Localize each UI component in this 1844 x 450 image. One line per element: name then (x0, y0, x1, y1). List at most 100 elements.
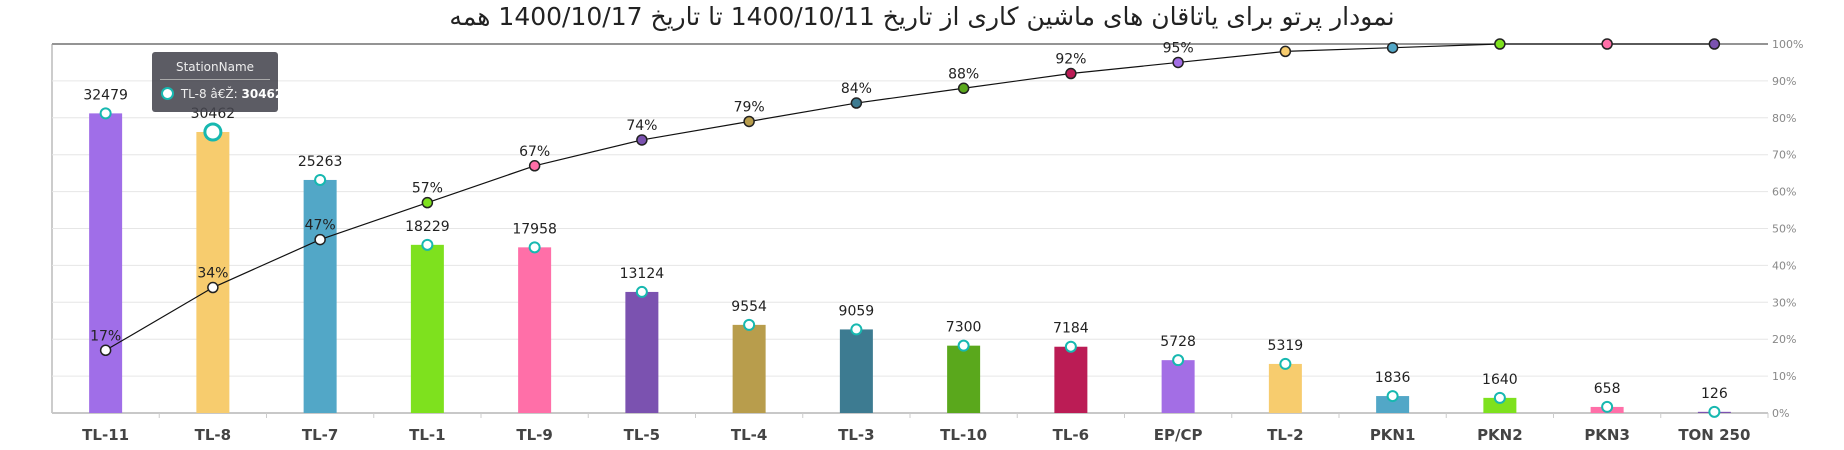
bar (89, 113, 123, 413)
category-label: TL-1 (409, 426, 445, 444)
cumulative-point (1386, 41, 1399, 54)
cumulative-point (957, 82, 970, 95)
bar-value-label: 9554 (731, 299, 767, 315)
bar-marker (1493, 391, 1506, 404)
cumulative-point (207, 281, 219, 294)
bar-marker (850, 323, 863, 336)
right-axis-tick-label: 20% (1772, 333, 1796, 346)
cumulative-label: 92% (1055, 52, 1086, 68)
cumulative-point (528, 160, 541, 172)
bar (732, 324, 766, 413)
cumulative-label: 57% (412, 181, 443, 197)
category-label: TON 250 (1678, 426, 1750, 444)
cumulative-point (1494, 38, 1506, 50)
right-axis-tick-label: 80% (1772, 112, 1796, 125)
tooltip-header: StationName (160, 52, 270, 80)
bar-layer (89, 113, 1731, 414)
bar (1161, 360, 1195, 413)
right-axis-tick-label: 50% (1772, 223, 1796, 236)
cumulative-label: 67% (519, 144, 550, 160)
bar-value-label: 7184 (1053, 321, 1089, 337)
bar (410, 244, 444, 413)
bar-marker (1708, 405, 1721, 418)
bar (518, 247, 552, 413)
tooltip-marker-icon (161, 87, 174, 100)
cumulative-line-layer (99, 38, 1721, 357)
chart-title: نمودار پرتو برای یاتاقان های ماشین کاری … (449, 2, 1395, 31)
right-axis-tick-label: 10% (1772, 370, 1796, 383)
bar (625, 291, 659, 413)
cumulative-point (1708, 38, 1721, 50)
category-label: TL-2 (1267, 426, 1303, 444)
bar-marker (743, 318, 756, 331)
tooltip-value: 30462 (241, 87, 284, 101)
bar (1376, 396, 1410, 413)
bar (303, 179, 337, 413)
bar-marker (528, 241, 541, 254)
category-label: TL-5 (624, 426, 660, 444)
grid-layer (51, 43, 1769, 418)
cumulative-label: 79% (734, 99, 765, 115)
cumulative-point (636, 134, 648, 146)
bar (196, 131, 230, 414)
bar-marker (957, 339, 970, 352)
cumulative-label: 47% (305, 218, 336, 234)
category-label: TL-9 (516, 426, 552, 444)
bar-value-label: 17958 (512, 221, 557, 237)
cumulative-point (743, 115, 755, 128)
tooltip-series-label: TL-8 â€Ž: (180, 87, 238, 101)
bar (1268, 363, 1302, 413)
bar-value-label: 7300 (946, 320, 982, 336)
bar (1483, 397, 1517, 413)
bar-marker (421, 238, 434, 251)
category-label: EP/CP (1154, 426, 1203, 444)
bar (1054, 346, 1088, 413)
cumulative-line (105, 43, 1715, 351)
right-axis-tick-label: 0% (1772, 407, 1789, 420)
right-axis-tick-label: 90% (1772, 75, 1796, 88)
cumulative-point (1601, 38, 1613, 50)
right-axis-tick-label: 60% (1772, 186, 1796, 199)
category-label: TL-3 (838, 426, 874, 444)
category-label: PKN2 (1477, 426, 1523, 444)
cumulative-label: 88% (948, 66, 979, 82)
cumulative-point (1172, 56, 1184, 69)
category-label: TL-7 (302, 426, 338, 444)
bar-value-label: 25263 (298, 154, 343, 170)
category-label: PKN1 (1370, 426, 1416, 444)
cumulative-point (850, 97, 863, 109)
category-label: TL-11 (82, 426, 129, 444)
bar (947, 345, 981, 413)
tooltip-row: TL-8 â€Ž: 30462 (152, 80, 283, 101)
cumulative-label: 84% (841, 81, 872, 97)
bar-value-label: 1640 (1482, 372, 1518, 388)
bar-marker (99, 107, 112, 120)
cumulative-point (1065, 67, 1077, 80)
tooltip: StationName TL-8 â€Ž: 30462 (152, 52, 283, 112)
bar-marker (1064, 340, 1077, 353)
bar-value-label: 126 (1701, 386, 1728, 402)
bar-value-label: 9059 (839, 303, 875, 319)
right-axis-tick-label: 30% (1772, 296, 1796, 309)
bar-marker (1172, 354, 1185, 367)
cumulative-point (314, 233, 326, 246)
cumulative-label: 74% (626, 118, 657, 134)
bar-marker (314, 173, 327, 186)
bar-marker (635, 285, 648, 298)
right-axis-tick-label: 40% (1772, 259, 1796, 272)
right-axis-tick-label: 70% (1772, 149, 1796, 162)
bar-value-label: 13124 (620, 266, 665, 282)
category-label: TL-6 (1053, 426, 1089, 444)
cumulative-point (99, 344, 112, 357)
bar-value-label: 18229 (405, 219, 450, 235)
cumulative-label: 17% (90, 328, 121, 344)
bar-value-label: 1836 (1375, 370, 1411, 386)
bar (839, 329, 873, 413)
cumulative-point (1279, 45, 1292, 58)
bar-value-label: 5319 (1268, 338, 1304, 354)
cumulative-label: 95% (1163, 40, 1194, 56)
bar-marker (1601, 400, 1614, 413)
bar-value-label: 658 (1594, 381, 1621, 397)
bar-marker (203, 122, 223, 142)
